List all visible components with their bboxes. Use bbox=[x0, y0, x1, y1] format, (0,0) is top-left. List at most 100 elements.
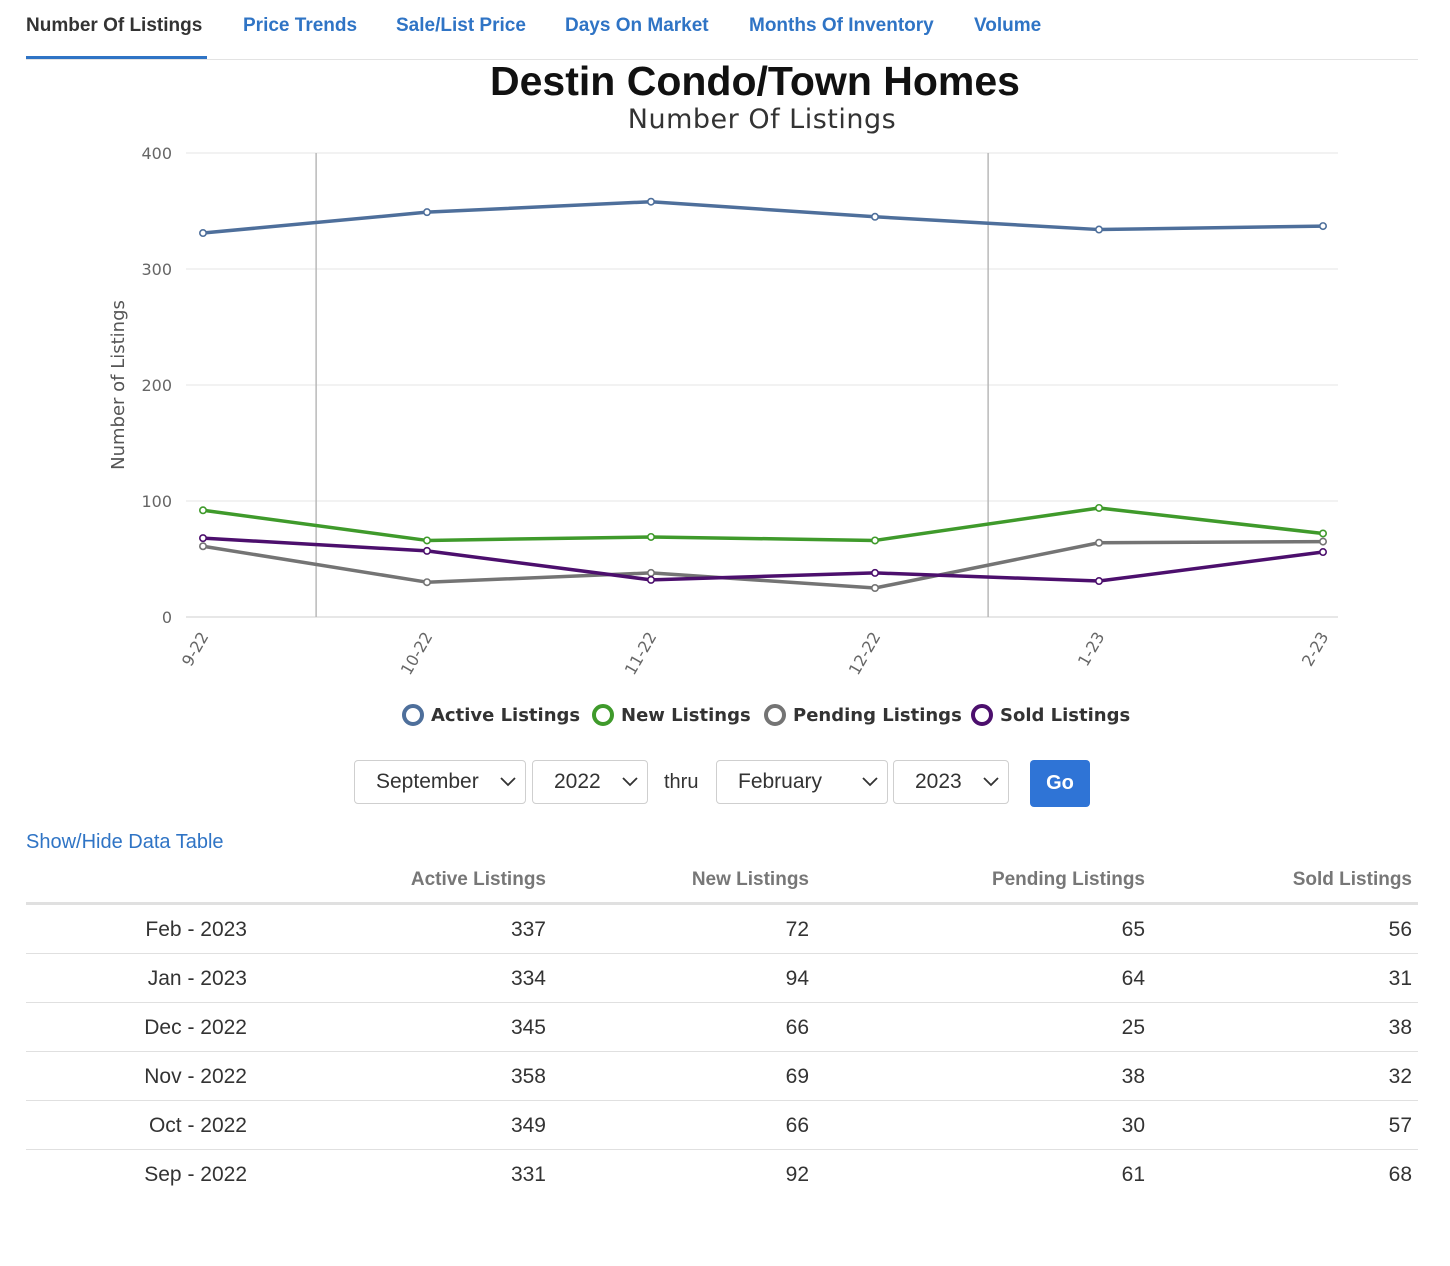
end-year-value: 2023 bbox=[915, 770, 962, 793]
data-point bbox=[1319, 222, 1328, 231]
table-cell: 61 bbox=[1121, 1163, 1145, 1186]
column-header-sold-listings: Sold Listings bbox=[1292, 869, 1412, 890]
table-cell: 57 bbox=[1388, 1114, 1412, 1137]
tab-days-on-market[interactable]: Days On Market bbox=[565, 15, 709, 36]
table-cell: 30 bbox=[1121, 1114, 1145, 1137]
data-point bbox=[646, 575, 655, 584]
y-axis-title: Number of Listings bbox=[108, 300, 129, 470]
y-tick-label: 100 bbox=[141, 492, 172, 511]
start-month-value: September bbox=[376, 770, 479, 793]
series-line-pending-listings bbox=[202, 539, 1324, 590]
chart-subtitle: Number Of Listings bbox=[627, 104, 897, 135]
start-year-value: 2022 bbox=[554, 770, 601, 793]
thru-label: thru bbox=[664, 771, 699, 793]
show-hide-data-table-link[interactable]: Show/Hide Data Table bbox=[26, 831, 224, 853]
legend-swatch-icon bbox=[971, 704, 993, 726]
legend-item-active-listings[interactable]: Active Listings bbox=[402, 702, 580, 728]
table-cell: 94 bbox=[785, 967, 809, 990]
x-tick-label: 2-23 bbox=[1298, 629, 1333, 670]
line-chart: 0 100 200 300 400 Number of Listings 9-22 10-22… bbox=[108, 144, 1338, 679]
table-cell-period: Oct - 2022 bbox=[148, 1114, 247, 1137]
legend-item-new-listings[interactable]: New Listings bbox=[592, 702, 751, 728]
x-tick-label: 12-22 bbox=[845, 629, 885, 679]
start-month-select[interactable]: September bbox=[354, 760, 526, 804]
data-point bbox=[870, 568, 879, 577]
data-table: Active Listings New Listings Pending Lis… bbox=[26, 856, 1418, 1199]
active-tab-indicator bbox=[26, 56, 207, 59]
series-line-active-listings bbox=[202, 199, 1324, 235]
table-cell: 32 bbox=[1388, 1065, 1412, 1088]
chevron-down-icon bbox=[500, 777, 516, 787]
table-cell: 38 bbox=[1388, 1016, 1412, 1039]
series-line-new-listings bbox=[202, 506, 1324, 543]
table-cell: 56 bbox=[1388, 918, 1412, 941]
chart-legend: Active Listings New Listings Pending Lis… bbox=[0, 702, 1450, 730]
table-header: Active Listings New Listings Pending Lis… bbox=[26, 856, 1418, 905]
table-row: Feb - 2023 337 72 65 56 bbox=[26, 905, 1418, 954]
go-button[interactable]: Go bbox=[1030, 760, 1090, 807]
table-cell: 65 bbox=[1121, 918, 1145, 941]
table-row: Dec - 2022 345 66 25 38 bbox=[26, 1003, 1418, 1052]
table-cell: 31 bbox=[1388, 967, 1412, 990]
data-point bbox=[1319, 529, 1328, 538]
y-tick-label: 0 bbox=[162, 608, 172, 627]
table-cell-period: Dec - 2022 bbox=[144, 1016, 247, 1039]
legend-item-sold-listings[interactable]: Sold Listings bbox=[971, 702, 1130, 728]
table-cell: 64 bbox=[1121, 967, 1145, 990]
table-cell: 345 bbox=[510, 1016, 546, 1039]
series-line-sold-listings bbox=[202, 536, 1324, 583]
y-tick-label: 200 bbox=[141, 376, 172, 395]
end-month-select[interactable]: February bbox=[716, 760, 888, 804]
legend-swatch-icon bbox=[402, 704, 424, 726]
legend-swatch-icon bbox=[764, 704, 786, 726]
tab-volume[interactable]: Volume bbox=[974, 15, 1042, 36]
table-cell: 72 bbox=[785, 918, 809, 941]
end-year-select[interactable]: 2023 bbox=[893, 760, 1009, 804]
data-point bbox=[199, 506, 208, 515]
chevron-down-icon bbox=[862, 777, 878, 787]
chevron-down-icon bbox=[622, 777, 638, 787]
column-header-active-listings: Active Listings bbox=[410, 869, 546, 890]
table-cell-period: Feb - 2023 bbox=[145, 918, 247, 941]
tab-sale-list-price[interactable]: Sale/List Price bbox=[396, 15, 526, 36]
data-point bbox=[199, 229, 208, 238]
table-cell: 331 bbox=[510, 1163, 546, 1186]
end-month-value: February bbox=[738, 770, 823, 793]
data-point bbox=[1095, 577, 1104, 586]
data-point bbox=[199, 534, 208, 543]
data-point bbox=[1095, 503, 1104, 512]
table-cell-period: Jan - 2023 bbox=[147, 967, 247, 990]
data-point bbox=[422, 208, 431, 217]
tab-number-of-listings[interactable]: Number Of Listings bbox=[26, 15, 203, 36]
legend-label: Active Listings bbox=[431, 704, 581, 726]
table-row: Nov - 2022 358 69 38 32 bbox=[26, 1052, 1418, 1101]
chevron-down-icon bbox=[983, 777, 999, 787]
start-year-select[interactable]: 2022 bbox=[532, 760, 648, 804]
table-cell: 349 bbox=[510, 1114, 546, 1137]
table-cell: 334 bbox=[510, 967, 546, 990]
table-cell-period: Sep - 2022 bbox=[144, 1163, 247, 1186]
data-point bbox=[870, 536, 879, 545]
data-point bbox=[1319, 548, 1328, 557]
data-point bbox=[646, 532, 655, 541]
data-point bbox=[1095, 538, 1104, 547]
data-point bbox=[1319, 537, 1328, 546]
legend-item-pending-listings[interactable]: Pending Listings bbox=[764, 702, 962, 728]
data-point bbox=[870, 583, 879, 592]
data-point bbox=[422, 546, 431, 555]
x-tick-label: 10-22 bbox=[397, 629, 437, 679]
tab-months-of-inventory[interactable]: Months Of Inventory bbox=[749, 15, 934, 36]
table-cell: 337 bbox=[510, 918, 546, 941]
table-cell: 25 bbox=[1121, 1016, 1145, 1039]
table-cell-period: Nov - 2022 bbox=[144, 1065, 247, 1088]
legend-label: Sold Listings bbox=[1000, 704, 1131, 726]
tab-price-trends[interactable]: Price Trends bbox=[243, 15, 358, 36]
table-row: Jan - 2023 334 94 64 31 bbox=[26, 954, 1418, 1003]
x-tick-label: 9-22 bbox=[178, 629, 213, 670]
legend-swatch-icon bbox=[592, 704, 614, 726]
data-point bbox=[199, 542, 208, 551]
y-tick-label: 300 bbox=[141, 260, 172, 279]
legend-label: New Listings bbox=[621, 704, 751, 726]
y-tick-label: 400 bbox=[141, 144, 172, 163]
column-header-pending-listings: Pending Listings bbox=[991, 869, 1145, 890]
